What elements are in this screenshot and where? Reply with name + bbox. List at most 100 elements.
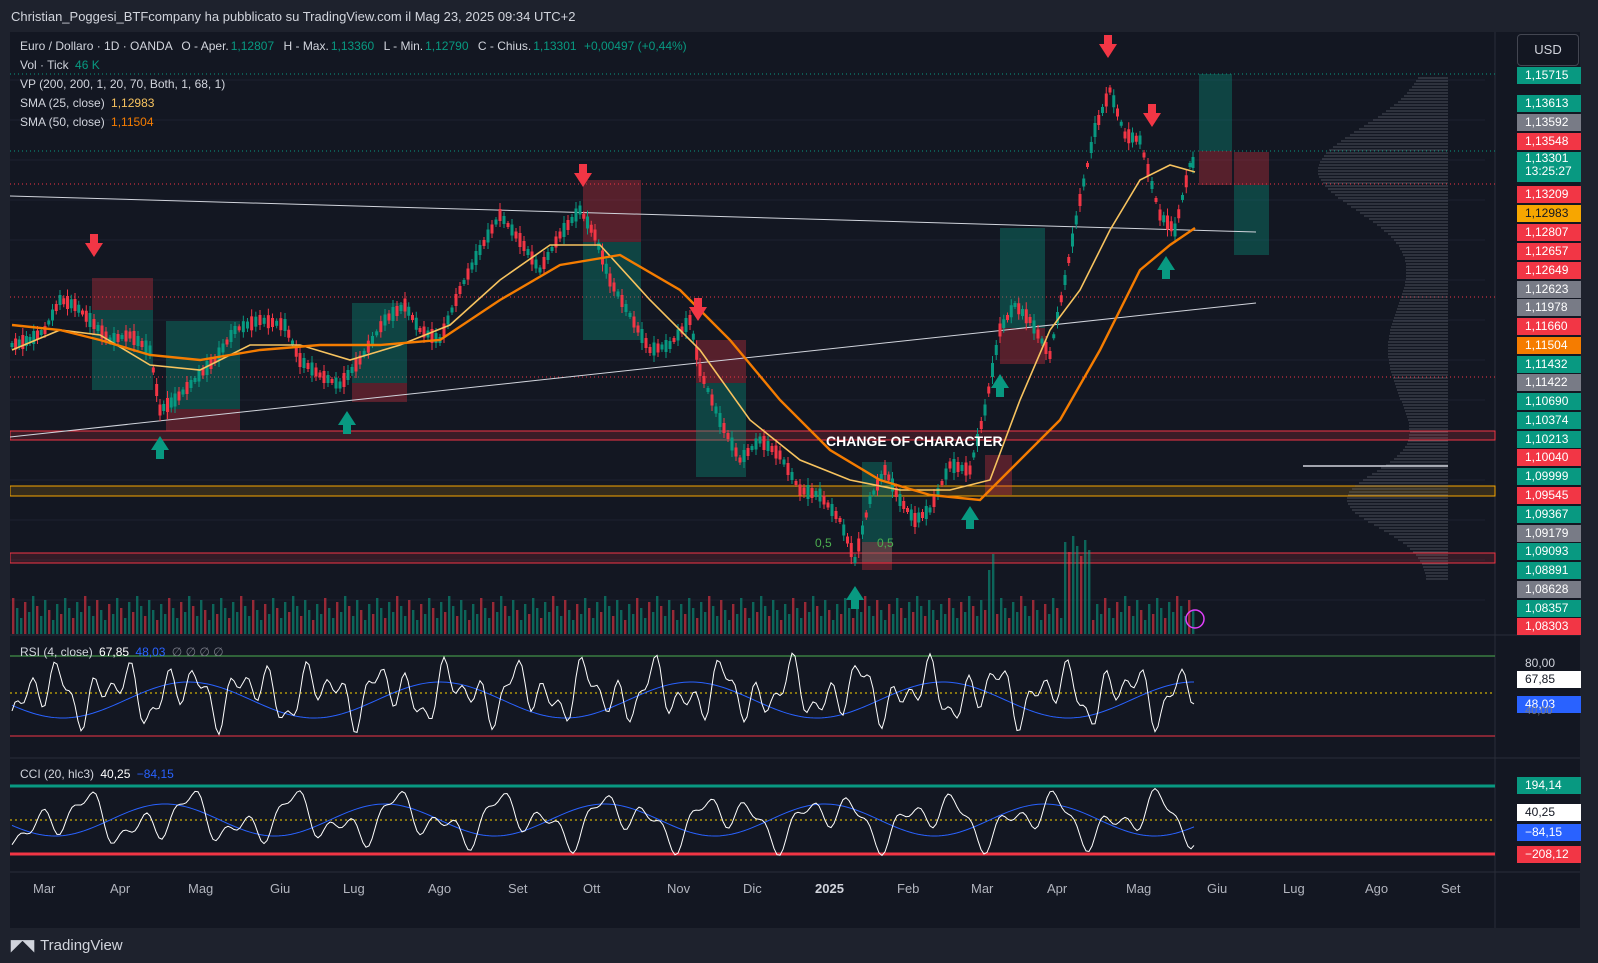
open-value: 1,12807 <box>230 39 275 53</box>
candle-body <box>346 370 350 380</box>
volume-bar <box>884 620 887 634</box>
volume-bar <box>184 612 187 634</box>
candle-body <box>960 465 964 471</box>
candle-body <box>77 304 81 313</box>
candle-body <box>1108 87 1112 93</box>
candle-body <box>81 310 84 315</box>
change-value: +0,00497 (+0,44%) <box>583 39 687 53</box>
volume-bar <box>788 614 791 634</box>
cci-legend[interactable]: CCI (20, hlc3) 40,25 −84,15 <box>20 767 174 781</box>
volume-bar <box>756 612 759 634</box>
candle-body <box>932 495 936 507</box>
currency-button[interactable]: USD <box>1517 34 1579 66</box>
volume-bar <box>892 614 895 634</box>
candle-body <box>54 304 58 311</box>
volume-bar <box>1116 602 1119 634</box>
candle-body <box>205 361 209 375</box>
position-box <box>92 310 153 390</box>
candle-body <box>714 406 718 414</box>
candle-body <box>834 511 838 519</box>
candle-body <box>1024 309 1028 324</box>
candle-body <box>730 437 734 451</box>
candle-body <box>246 321 249 329</box>
candle-body <box>342 373 346 387</box>
cci-value-tag: 40,25 <box>1517 804 1581 821</box>
volume-legend[interactable]: Vol · Tick 46 K <box>20 58 100 72</box>
candle-body <box>430 329 434 343</box>
change-of-character-annotation[interactable]: CHANGE OF CHARACTER <box>826 433 1003 449</box>
candle-body <box>864 512 868 518</box>
low-value: 1,12790 <box>425 39 469 53</box>
volume-bar <box>752 602 755 634</box>
volume-bar <box>724 610 727 634</box>
candle-body <box>857 538 861 552</box>
sma25-legend[interactable]: SMA (25, close) 1,12983 <box>20 96 154 110</box>
volume-bar <box>324 598 327 634</box>
candle-body <box>478 245 482 255</box>
candle-body <box>120 335 124 339</box>
candle-body <box>1002 319 1006 329</box>
volume-bar <box>60 614 63 634</box>
candle-body <box>279 318 283 331</box>
candle-body <box>395 306 399 316</box>
candle-body <box>258 315 262 325</box>
candle-body <box>616 291 620 297</box>
price-label: 1,08628 <box>1517 581 1581 598</box>
volume-bar <box>240 596 243 634</box>
candle-body <box>338 381 342 389</box>
volume-bar <box>1124 596 1127 634</box>
volume-bar <box>124 618 127 634</box>
candle-body <box>1154 198 1158 202</box>
volume-bar <box>364 620 367 634</box>
volume-bar <box>372 614 375 634</box>
chart-area[interactable] <box>10 32 1580 928</box>
candle-body <box>644 338 648 348</box>
candle-body <box>362 350 366 356</box>
candle-body <box>706 388 710 392</box>
candle-body <box>318 372 322 378</box>
volume-bar <box>904 618 907 634</box>
volume-bar <box>120 608 123 634</box>
volume-bar <box>1068 552 1071 634</box>
candle-body <box>758 436 762 444</box>
candle-body <box>326 375 330 383</box>
volume-bar <box>744 608 747 634</box>
volume-bar <box>504 606 507 634</box>
candle-body <box>838 518 842 522</box>
volume-bar <box>488 618 491 634</box>
volume-bar <box>268 614 271 634</box>
candle-body <box>830 504 834 516</box>
price-label: 1,11432 <box>1517 356 1581 373</box>
volume-bar <box>1060 618 1063 634</box>
candle-body <box>774 445 778 459</box>
candle-body <box>1112 95 1116 108</box>
volume-bar <box>716 616 719 634</box>
candle-body <box>983 404 987 416</box>
candle-body <box>466 268 470 280</box>
volume-bar <box>24 602 27 634</box>
volume-bar <box>360 610 363 634</box>
candle-body <box>166 398 169 412</box>
price-label: 1,10374 <box>1517 412 1581 429</box>
volume-bar <box>1044 604 1047 634</box>
vp-legend[interactable]: VP (200, 200, 1, 20, 70, Both, 1, 68, 1) <box>20 77 225 91</box>
volume-bar <box>1128 606 1131 634</box>
candle-body <box>872 490 876 495</box>
volume-bar <box>612 616 615 634</box>
candle-body <box>506 223 510 227</box>
tradingview-logo[interactable]: ◤◥ TradingView <box>11 936 123 954</box>
price-label: 1,12807 <box>1517 224 1581 241</box>
chart-canvas[interactable] <box>10 32 1580 928</box>
candle-body <box>47 320 51 325</box>
volume-bar <box>200 600 203 634</box>
sell-arrow-icon <box>85 243 103 257</box>
volume-bar <box>420 604 423 634</box>
volume-bar <box>280 618 283 634</box>
candle-body <box>680 326 684 334</box>
symbol-legend[interactable]: Euro / Dollaro · 1D · OANDA O - Aper. 1,1… <box>20 39 687 53</box>
volume-bar <box>380 608 383 634</box>
rsi-legend[interactable]: RSI (4, close) 67,85 48,03 ∅ ∅ ∅ ∅ <box>20 645 224 659</box>
volume-bar <box>436 618 439 634</box>
sma50-legend[interactable]: SMA (50, close) 1,11504 <box>20 115 154 129</box>
volume-bar <box>996 614 999 634</box>
